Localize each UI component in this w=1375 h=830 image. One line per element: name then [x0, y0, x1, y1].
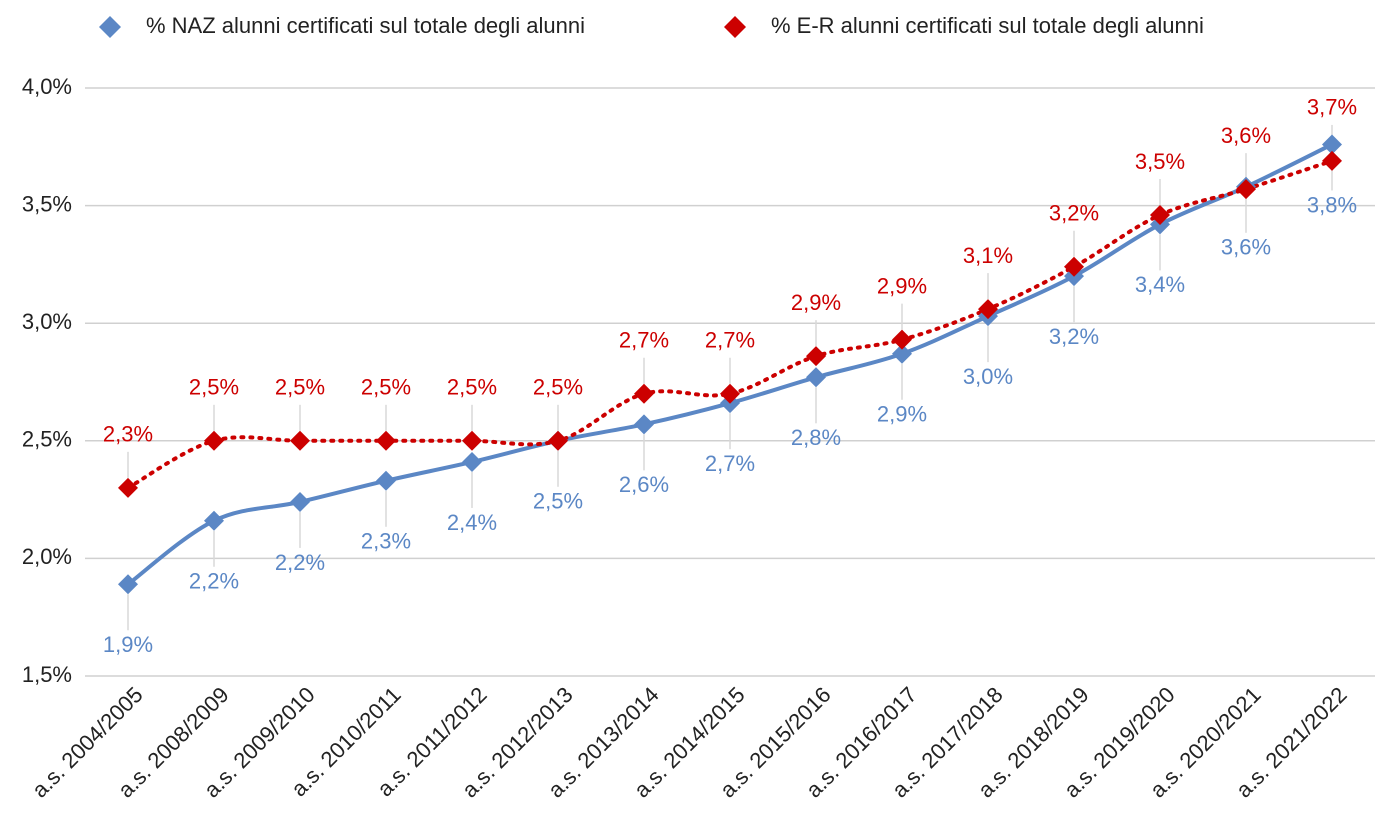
data-label: 2,8%: [791, 425, 841, 450]
point: [978, 299, 998, 320]
data-label: 2,9%: [877, 273, 927, 298]
data-label: 3,8%: [1307, 192, 1357, 217]
y-tick-label: 2,5%: [22, 427, 72, 452]
data-label: 2,7%: [705, 451, 755, 476]
point: [290, 430, 310, 451]
point: [806, 346, 826, 367]
point: [1064, 256, 1084, 277]
point: [118, 477, 138, 498]
legend-marker: [99, 16, 121, 38]
data-label: 3,4%: [1135, 272, 1185, 297]
legend-label: % NAZ alunni certificati sul totale degl…: [146, 13, 585, 38]
point: [634, 383, 654, 404]
data-label: 3,7%: [1307, 95, 1357, 120]
data-label: 2,2%: [189, 569, 239, 594]
data-label: 2,5%: [533, 489, 583, 514]
data-label: 3,1%: [963, 243, 1013, 268]
point: [204, 510, 224, 531]
data-label: 3,2%: [1049, 201, 1099, 226]
data-label: 2,5%: [447, 375, 497, 400]
data-label: 3,5%: [1135, 149, 1185, 174]
data-label: 3,6%: [1221, 235, 1271, 260]
data-label: 2,4%: [447, 510, 497, 535]
point: [376, 430, 396, 451]
data-label: 2,9%: [877, 402, 927, 427]
y-tick-label: 3,5%: [22, 191, 72, 216]
point: [204, 430, 224, 451]
data-label: 2,7%: [619, 328, 669, 353]
data-label: 2,5%: [361, 375, 411, 400]
point: [118, 574, 138, 595]
legend-marker: [724, 16, 746, 38]
point: [1322, 150, 1342, 171]
data-label: 2,9%: [791, 290, 841, 315]
point: [892, 329, 912, 350]
data-label: 3,2%: [1049, 324, 1099, 349]
legend-label: % E-R alunni certificati sul totale degl…: [771, 13, 1204, 38]
data-label: 2,6%: [619, 472, 669, 497]
point: [634, 414, 654, 435]
point: [892, 343, 912, 364]
point: [376, 470, 396, 491]
point: [548, 430, 568, 451]
data-label: 3,0%: [963, 364, 1013, 389]
data-label: 1,9%: [103, 632, 153, 657]
data-label: 2,2%: [275, 550, 325, 575]
point: [462, 430, 482, 451]
point: [290, 491, 310, 512]
point: [1150, 205, 1170, 226]
data-label: 2,5%: [189, 375, 239, 400]
data-label: 2,7%: [705, 328, 755, 353]
point: [720, 383, 740, 404]
y-tick-label: 3,0%: [22, 309, 72, 334]
data-label: 3,6%: [1221, 123, 1271, 148]
y-tick-label: 4,0%: [22, 74, 72, 99]
point: [1322, 134, 1342, 155]
point: [806, 367, 826, 388]
data-label: 2,5%: [533, 375, 583, 400]
data-label: 2,3%: [361, 529, 411, 554]
point: [462, 451, 482, 472]
point: [1236, 179, 1256, 200]
y-tick-label: 2,0%: [22, 544, 72, 569]
data-label: 2,5%: [275, 375, 325, 400]
data-label: 2,3%: [103, 422, 153, 447]
y-tick-label: 1,5%: [22, 662, 72, 687]
